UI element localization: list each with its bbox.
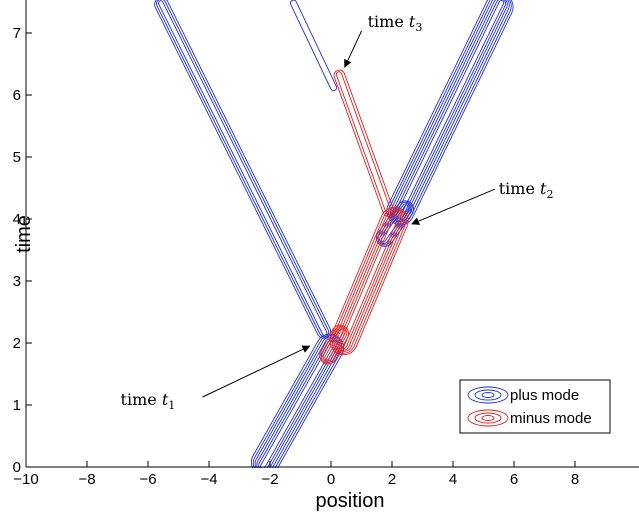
plus-mode-band-contour-level — [386, 0, 514, 226]
x-tick-label: −4 — [200, 471, 217, 488]
legend-items: plus mode minus mode — [467, 386, 592, 427]
y-tick-label: 6 — [13, 87, 21, 104]
x-tick-label: −10 — [13, 471, 38, 488]
legend-swatch-minus-mode — [467, 409, 509, 427]
plus-mode-band-contour-2 — [386, 0, 514, 226]
axes: −10 −8 −6 −4 −2 0 2 4 6 8 0 1 2 3 4 5 6 7 — [13, 0, 639, 488]
annotation-arrow — [411, 188, 495, 225]
annotation-time-t1: time t1 — [121, 390, 176, 412]
annotation-time-t3: time t3 — [368, 12, 423, 34]
annotation-t: t — [540, 179, 547, 198]
minus-mode-branch-contour-level — [333, 69, 395, 217]
contour-layer — [154, 0, 514, 468]
plus-mode-branch-contour-level — [289, 0, 338, 92]
x-tick-label: −8 — [78, 471, 95, 488]
annotation-subscript: 2 — [546, 188, 553, 201]
x-tick-label: 4 — [449, 471, 457, 488]
legend-swatch-ring — [481, 392, 495, 398]
annotation-word: time — [121, 390, 162, 409]
minus-mode-band-contour-level — [337, 212, 401, 350]
x-axis-label: position — [316, 490, 385, 512]
minus-mode-band-contour-level — [335, 211, 403, 351]
y-tick-label: 2 — [13, 335, 21, 352]
y-tick-label: 5 — [13, 149, 21, 166]
legend-swatch-ring — [474, 412, 502, 424]
plus-mode-band-contour-level — [391, 0, 508, 221]
annotation-time-t2: time t2 — [499, 179, 554, 201]
minus-mode-band-contour-level — [329, 206, 409, 356]
x-tick-label: −6 — [139, 471, 156, 488]
minus-mode-band-contour-level — [339, 214, 399, 348]
plus-mode-band-contour-level — [390, 0, 510, 223]
minus-mode-band-contour-1 — [329, 206, 409, 356]
x-tick-label: 0 — [327, 471, 335, 488]
x-tick-label: −2 — [261, 471, 278, 488]
y-ticks: 0 1 2 3 4 5 6 7 — [13, 25, 32, 476]
minus-mode-band-contour-level — [331, 208, 407, 354]
x-ticks: −10 −8 −6 −4 −2 0 2 4 6 8 — [13, 461, 579, 488]
annotation-arrow — [202, 345, 311, 398]
x-tick-label: 8 — [571, 471, 579, 488]
legend-swatch-ring — [467, 409, 509, 427]
y-tick-label: 1 — [13, 397, 21, 414]
y-axis-label: time — [13, 215, 35, 253]
annotation-arrow — [344, 30, 363, 68]
legend-label: plus mode — [510, 387, 579, 404]
y-tick-label: 7 — [13, 25, 21, 42]
minus-mode-band-contour-level — [333, 209, 405, 353]
plus-mode-branch-contour-1 — [289, 0, 338, 92]
legend-swatch-ring — [474, 389, 502, 401]
annotation-t: t — [162, 390, 169, 409]
y-tick-label: 0 — [13, 459, 21, 476]
y-tick-label: 3 — [13, 273, 21, 290]
annotation-word: time — [499, 179, 540, 198]
legend-swatch-ring — [481, 415, 495, 421]
annotation-word: time — [368, 12, 409, 31]
plot-area — [26, 0, 639, 468]
annotation-t: t — [409, 12, 416, 31]
y-tick-label: 4 — [13, 211, 21, 228]
plus-mode-band-contour-level — [388, 0, 512, 224]
x-tick-label: 6 — [510, 471, 518, 488]
annotation-subscript: 3 — [415, 21, 422, 34]
legend-box — [459, 379, 611, 434]
x-tick-label: 2 — [388, 471, 396, 488]
annotation-subscript: 1 — [168, 399, 175, 412]
plus-mode-band-contour-level — [395, 0, 505, 218]
legend-swatch-ring — [467, 386, 509, 404]
legend-swatch-plus-mode — [467, 386, 509, 404]
legend-label: minus mode — [510, 410, 592, 427]
legend: plus mode minus mode — [459, 379, 611, 434]
plus-mode-band-contour-level — [393, 0, 506, 220]
